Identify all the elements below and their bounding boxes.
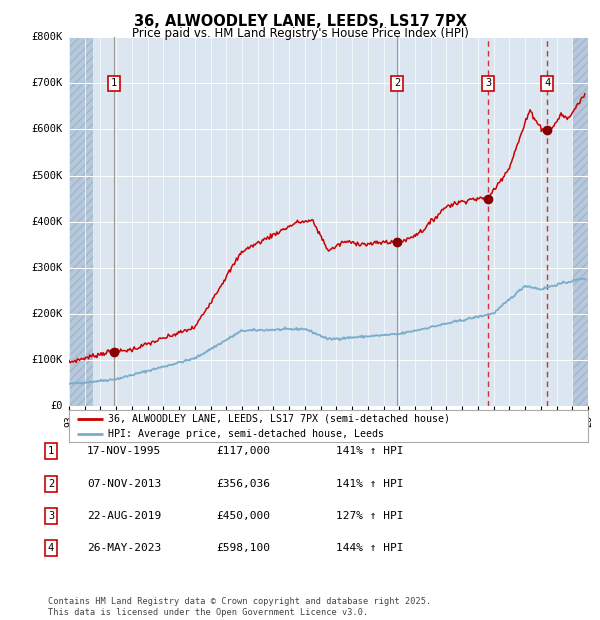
Text: 141% ↑ HPI: 141% ↑ HPI — [336, 446, 404, 456]
Text: 4: 4 — [544, 78, 550, 88]
Text: 144% ↑ HPI: 144% ↑ HPI — [336, 543, 404, 553]
Text: £700K: £700K — [32, 78, 63, 88]
Text: £400K: £400K — [32, 216, 63, 227]
Text: 3: 3 — [48, 511, 54, 521]
Text: 1: 1 — [111, 78, 117, 88]
Text: £800K: £800K — [32, 32, 63, 42]
Text: 2: 2 — [48, 479, 54, 489]
Text: 1: 1 — [48, 446, 54, 456]
Text: £0: £0 — [50, 401, 63, 411]
Text: £356,036: £356,036 — [216, 479, 270, 489]
Text: 07-NOV-2013: 07-NOV-2013 — [87, 479, 161, 489]
Text: 22-AUG-2019: 22-AUG-2019 — [87, 511, 161, 521]
Text: £600K: £600K — [32, 125, 63, 135]
Text: 26-MAY-2023: 26-MAY-2023 — [87, 543, 161, 553]
Text: 141% ↑ HPI: 141% ↑ HPI — [336, 479, 404, 489]
Text: £598,100: £598,100 — [216, 543, 270, 553]
Text: 36, ALWOODLEY LANE, LEEDS, LS17 7PX (semi-detached house): 36, ALWOODLEY LANE, LEEDS, LS17 7PX (sem… — [108, 414, 450, 423]
Text: Price paid vs. HM Land Registry's House Price Index (HPI): Price paid vs. HM Land Registry's House … — [131, 27, 469, 40]
Text: £500K: £500K — [32, 170, 63, 180]
Bar — [572, 37, 588, 406]
Text: 127% ↑ HPI: 127% ↑ HPI — [336, 511, 404, 521]
Text: 17-NOV-1995: 17-NOV-1995 — [87, 446, 161, 456]
Text: £117,000: £117,000 — [216, 446, 270, 456]
Text: £300K: £300K — [32, 263, 63, 273]
Bar — [69, 37, 92, 406]
Text: £450,000: £450,000 — [216, 511, 270, 521]
Text: 3: 3 — [485, 78, 491, 88]
Text: 36, ALWOODLEY LANE, LEEDS, LS17 7PX: 36, ALWOODLEY LANE, LEEDS, LS17 7PX — [133, 14, 467, 29]
Text: Contains HM Land Registry data © Crown copyright and database right 2025.
This d: Contains HM Land Registry data © Crown c… — [48, 598, 431, 617]
Text: £100K: £100K — [32, 355, 63, 365]
Text: £200K: £200K — [32, 309, 63, 319]
Text: 2: 2 — [394, 78, 400, 88]
Text: HPI: Average price, semi-detached house, Leeds: HPI: Average price, semi-detached house,… — [108, 429, 384, 439]
Text: 4: 4 — [48, 543, 54, 553]
